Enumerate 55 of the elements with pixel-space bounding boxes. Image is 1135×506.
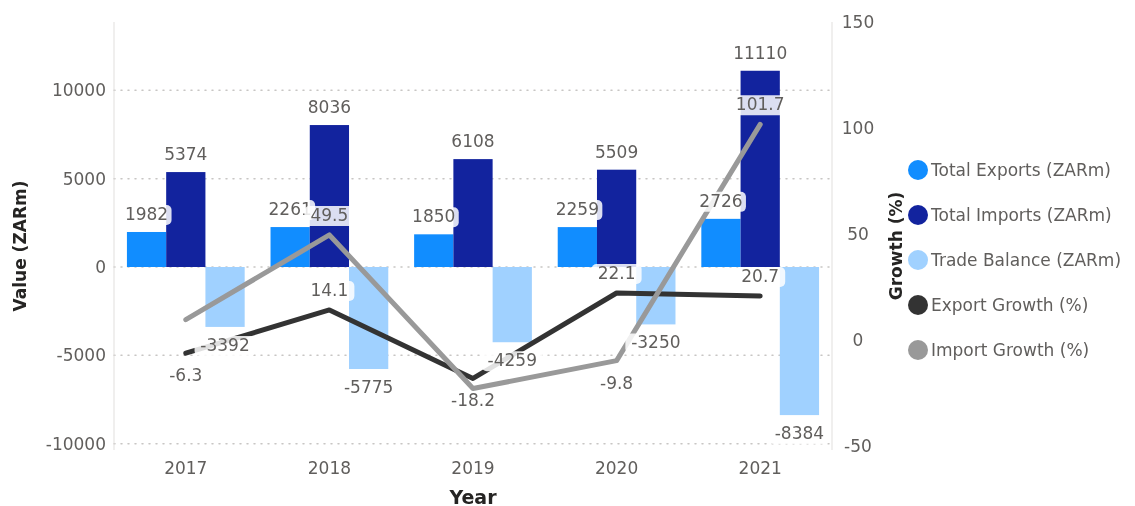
data-label: -6.3	[169, 365, 203, 386]
y2-tick-label: 0	[852, 329, 864, 350]
x-tick-label: 2020	[594, 458, 639, 478]
x-tick-label: 2021	[738, 458, 782, 478]
y-tick-label: 5000	[62, 168, 106, 189]
data-label: -3392	[200, 334, 250, 355]
y-tick-label: -5000	[56, 345, 106, 366]
bar	[779, 267, 820, 416]
bar	[557, 227, 597, 267]
y2-tick-label: 150	[841, 11, 875, 32]
y2-axis-title: Growth (%)	[886, 191, 906, 301]
data-label: -8384	[774, 423, 825, 444]
legend-label: Total Exports (ZARm)	[930, 159, 1111, 180]
data-label: 6108	[451, 131, 495, 152]
data-label: 49.5	[310, 204, 349, 225]
bar	[701, 218, 741, 267]
x-tick-label: 2017	[164, 458, 208, 478]
data-label: -3250	[631, 332, 681, 353]
y-tick-label: 0	[95, 256, 106, 277]
data-label: 5509	[594, 141, 639, 162]
y-tick-label: 10000	[51, 80, 106, 101]
legend-label: Export Growth (%)	[931, 294, 1089, 315]
data-label: -4259	[487, 350, 537, 371]
bar	[492, 267, 532, 343]
data-label: -5775	[343, 377, 394, 398]
bar	[166, 172, 206, 267]
data-label: 5374	[164, 144, 208, 165]
data-label: -9.8	[600, 372, 634, 393]
y2-tick-label: 50	[847, 223, 869, 244]
data-label: 1850	[412, 206, 456, 227]
data-label: 2726	[699, 190, 743, 211]
bar	[126, 231, 167, 267]
legend-label: Total Imports (ZARm)	[930, 204, 1112, 225]
data-label: 1982	[124, 203, 169, 224]
y2-tick-label: -50	[844, 435, 872, 456]
legend-label: Trade Balance (ZARm)	[930, 249, 1122, 270]
data-label: 14.1	[310, 279, 349, 300]
x-tick-label: 2019	[451, 458, 495, 478]
data-label: -18.2	[451, 390, 495, 411]
data-label: 11110	[733, 42, 788, 63]
x-tick-label: 2018	[307, 458, 352, 478]
data-label: 2259	[555, 199, 599, 220]
x-axis-title: Year	[448, 486, 498, 506]
data-label: 101.7	[735, 94, 785, 115]
legend-label: Import Growth (%)	[931, 339, 1090, 360]
bar	[205, 267, 245, 327]
data-label: 22.1	[597, 263, 636, 283]
y-axis-title: Value (ZARm)	[10, 180, 30, 312]
bar	[414, 234, 454, 267]
data-label: 8036	[307, 97, 352, 118]
data-label: 2261	[268, 199, 312, 220]
bar	[453, 159, 493, 267]
y2-tick-label: 100	[841, 117, 875, 138]
data-label: 20.7	[741, 265, 780, 286]
y-tick-label: -10000	[45, 433, 106, 454]
